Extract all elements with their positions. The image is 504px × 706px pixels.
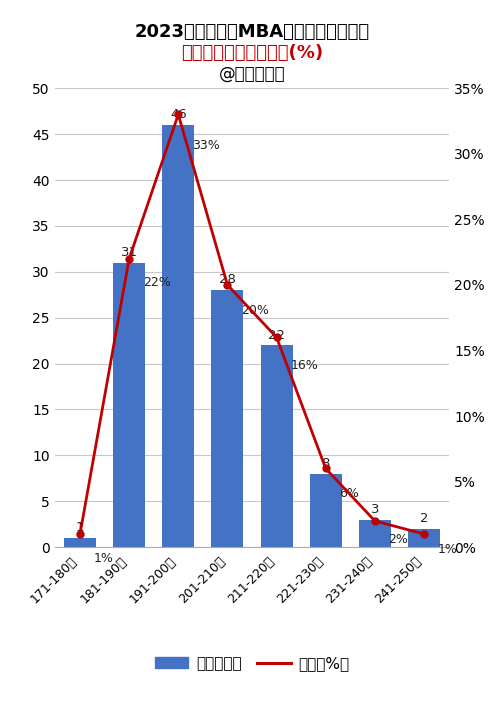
Text: 1: 1 [76, 521, 84, 534]
Text: 16%: 16% [290, 359, 318, 372]
Bar [408, 529, 440, 547]
Bar [310, 474, 342, 547]
Text: 8: 8 [322, 457, 330, 470]
Text: 22%: 22% [143, 276, 171, 289]
Text: 20%: 20% [241, 304, 269, 317]
Bar [162, 125, 194, 547]
Legend: 人数（人）, 占比（%）: 人数（人）, 占比（%） [149, 650, 355, 677]
Text: @海大源考研: @海大源考研 [219, 65, 285, 83]
Text: 2023年海南大学MBA非全日制考研录取: 2023年海南大学MBA非全日制考研录取 [135, 23, 369, 40]
Text: 46: 46 [170, 108, 186, 121]
Bar [359, 520, 391, 547]
Bar [113, 263, 145, 547]
Text: 1%: 1% [438, 542, 458, 556]
Text: 3: 3 [370, 503, 379, 516]
Text: 2: 2 [420, 512, 428, 525]
Text: 33%: 33% [192, 138, 220, 152]
Text: 1%: 1% [94, 552, 113, 565]
Text: 6%: 6% [340, 487, 359, 501]
Bar [212, 290, 243, 547]
Text: 31: 31 [120, 246, 138, 259]
Text: 28: 28 [219, 273, 236, 287]
Text: 2%: 2% [389, 534, 408, 546]
Text: 22: 22 [268, 328, 285, 342]
Bar [64, 538, 96, 547]
Bar [261, 345, 292, 547]
Text: 分数区间（分）及占比(%): 分数区间（分）及占比(%) [181, 44, 323, 61]
